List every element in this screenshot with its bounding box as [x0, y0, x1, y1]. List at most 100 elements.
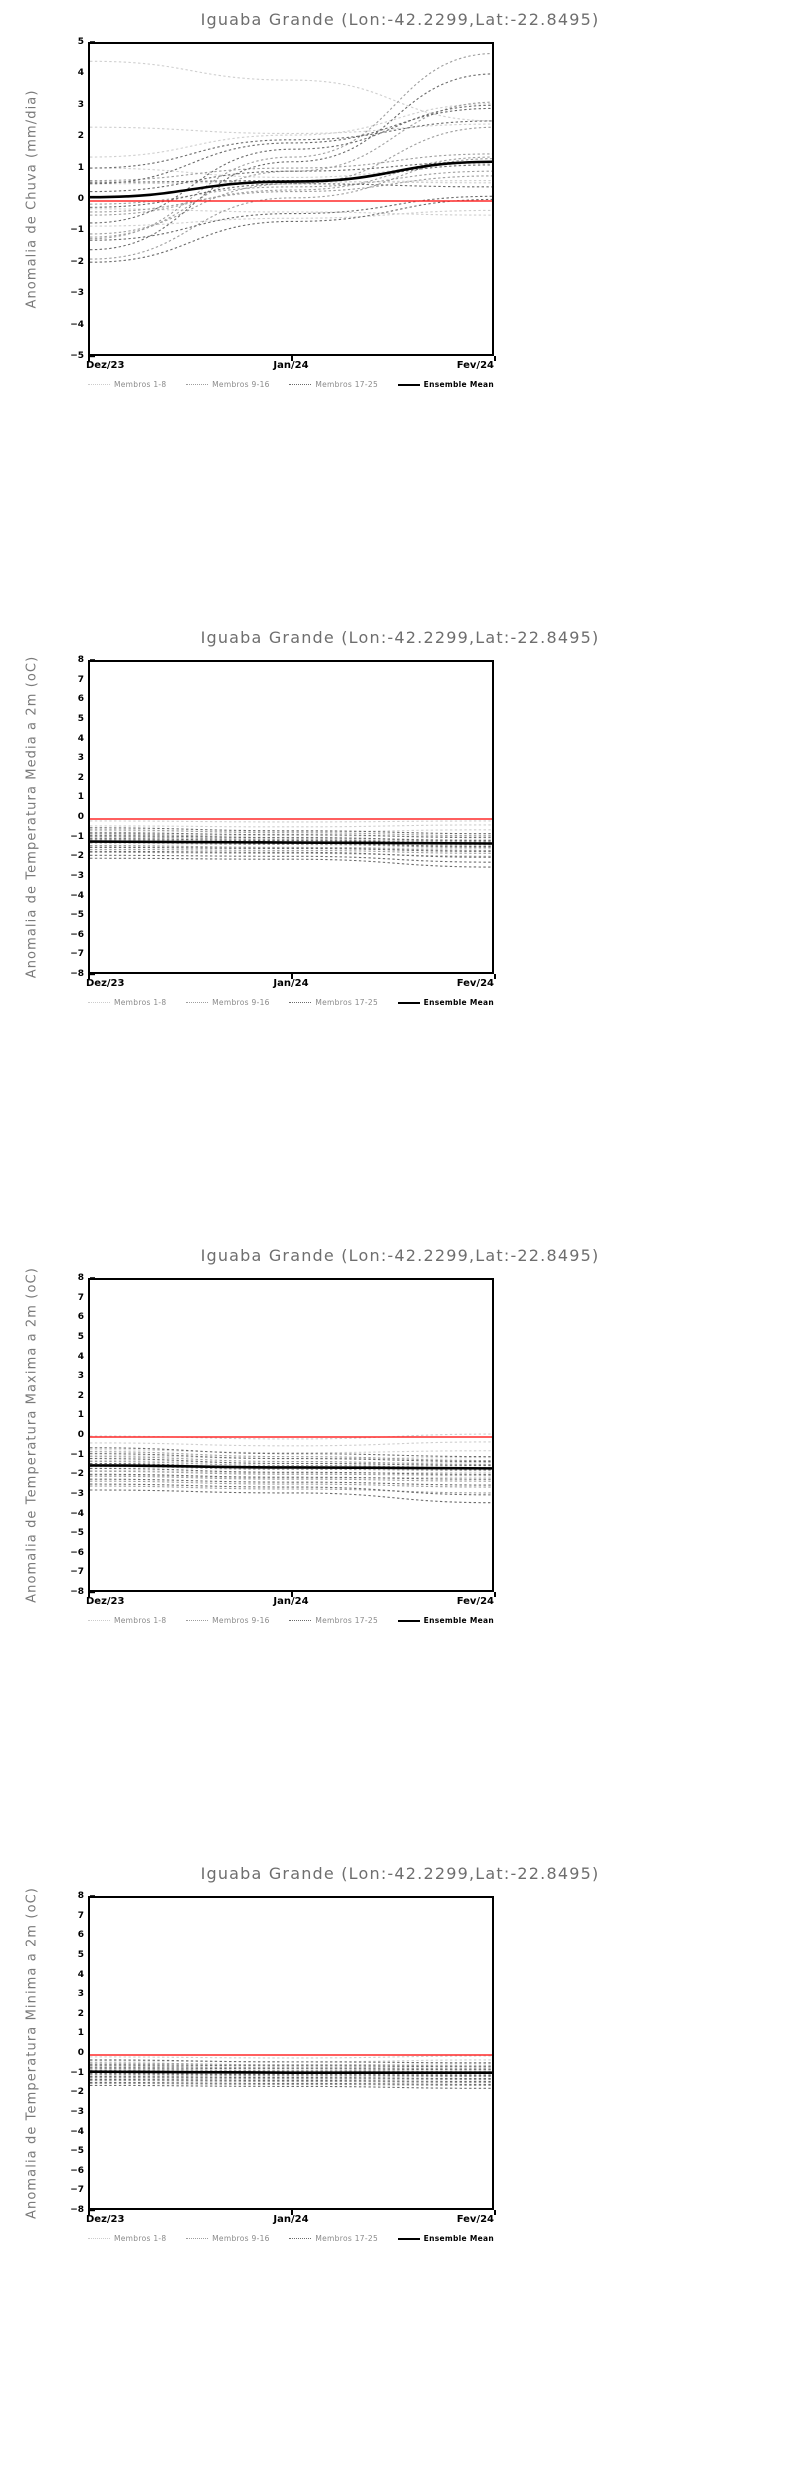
member-line [90, 170, 492, 205]
x-axis-tick-label: Dez/23 [86, 360, 125, 371]
legend-item[interactable]: Ensemble Mean [397, 380, 494, 389]
member-line [90, 848, 492, 854]
x-axis-tick-label: Jan/24 [273, 1596, 309, 1607]
member-line [90, 2068, 492, 2073]
y-axis-tick-label: 3 [77, 99, 84, 110]
y-axis-tick-label: 6 [77, 1312, 84, 1323]
member-line [90, 161, 492, 193]
legend-label: Membros 17-25 [315, 1616, 379, 1625]
legend-label: Ensemble Mean [423, 380, 494, 389]
y-axis-tick-label: −4 [70, 319, 84, 330]
legend-swatch-ensemble-mean [397, 1619, 420, 1622]
x-axis-tick-mark [494, 1592, 496, 1597]
member-line [90, 829, 492, 833]
x-axis-tick-mark [494, 974, 496, 979]
y-axis-tick-label: −1 [70, 1449, 84, 1460]
y-axis-tick-label: −7 [70, 1567, 84, 1578]
member-line [90, 851, 492, 857]
legend-item[interactable]: Membros 9-16 [186, 380, 270, 389]
member-line [90, 1467, 492, 1475]
member-line [90, 838, 492, 845]
x-axis-tick-label: Jan/24 [273, 360, 309, 371]
legend-item[interactable]: Membros 1-8 [88, 380, 167, 389]
member-line [90, 73, 492, 251]
member-line [90, 1441, 492, 1447]
member-line [90, 1465, 492, 1471]
y-axis-tick-label: −4 [70, 2126, 84, 2137]
y-axis-tick-label: 0 [77, 2048, 84, 2058]
member-line [90, 120, 492, 169]
y-axis-tick-label: −8 [70, 2205, 84, 2215]
y-axis-tick-label: 1 [77, 1410, 84, 1421]
member-line [90, 104, 492, 224]
member-line [90, 1451, 492, 1462]
legend-swatch-members [88, 1620, 110, 1621]
legend-item[interactable]: Membros 17-25 [289, 1616, 378, 1625]
plot-lines [90, 53, 492, 263]
y-axis-tick-label: −5 [70, 351, 84, 361]
legend-item[interactable]: Membros 17-25 [289, 380, 378, 389]
member-line [90, 1460, 492, 1468]
y-axis-tick-label: 3 [77, 1371, 84, 1382]
legend-label: Membros 17-25 [315, 380, 379, 389]
member-line [90, 209, 492, 227]
member-line [90, 2055, 492, 2059]
legend-item[interactable]: Membros 17-25 [289, 998, 378, 1007]
x-axis-tick-mark [88, 2210, 90, 2215]
y-axis-tick-label: 0 [77, 1430, 84, 1440]
y-axis-tick-label: −4 [70, 890, 84, 901]
legend-label: Membros 1-8 [114, 380, 167, 389]
x-axis-tick-label: Dez/23 [86, 1596, 125, 1607]
y-axis-label: Anomalia de Temperatura Media a 2m (oC) [24, 655, 40, 979]
chart-title: Iguaba Grande (Lon:-42.2299,Lat:-22.8495… [200, 10, 600, 29]
member-line [90, 834, 492, 838]
y-axis-tick-label: −7 [70, 949, 84, 960]
member-line [90, 164, 492, 183]
plot-lines [90, 1433, 492, 1504]
legend-item[interactable]: Membros 9-16 [186, 998, 270, 1007]
y-axis-tick-label: −6 [70, 929, 84, 940]
legend-item[interactable]: Membros 1-8 [88, 998, 167, 1007]
y-axis-tick-label: 0 [77, 194, 84, 204]
legend-swatch-members [186, 1002, 209, 1003]
x-axis-tick-label: Fev/24 [456, 978, 494, 989]
y-axis-tick-label: −1 [70, 2067, 84, 2078]
member-line [90, 2074, 492, 2078]
legend-swatch-ensemble-mean [397, 1001, 420, 1004]
x-axis-tick-label: Fev/24 [456, 1596, 494, 1607]
legend-item[interactable]: Membros 17-25 [289, 2234, 378, 2243]
plot-inner [90, 1280, 492, 1590]
legend-item[interactable]: Membros 1-8 [88, 1616, 167, 1625]
member-line [90, 195, 492, 241]
legend-swatch-members [289, 1002, 312, 1003]
member-line [90, 103, 492, 158]
plot-area [88, 660, 494, 974]
legend-label: Membros 9-16 [212, 1616, 270, 1625]
legend-item[interactable]: Ensemble Mean [397, 1616, 494, 1625]
legend-label: Membros 17-25 [315, 2234, 379, 2243]
ensemble-mean-line [90, 160, 492, 199]
chart-legend: Membros 1-8 Membros 9-16 Membros 17-25 Ense… [88, 1616, 494, 1625]
y-axis-label: Anomalia de Temperatura Maxima a 2m (oC) [24, 1267, 40, 1603]
member-line [90, 1453, 492, 1463]
member-line [90, 1475, 492, 1482]
y-axis-tick-label: −1 [70, 831, 84, 842]
y-axis-tick-label: −5 [70, 910, 84, 921]
legend-label: Membros 1-8 [114, 998, 167, 1007]
y-axis-tick-label: 2 [77, 2008, 84, 2019]
member-line [90, 53, 492, 240]
y-axis-tick-label: 5 [77, 1331, 84, 1342]
legend-label: Ensemble Mean [423, 2234, 494, 2243]
legend-item[interactable]: Membros 1-8 [88, 2234, 167, 2243]
plot-area [88, 42, 494, 356]
legend-item[interactable]: Ensemble Mean [397, 2234, 494, 2243]
legend-item[interactable]: Membros 9-16 [186, 2234, 270, 2243]
legend-item[interactable]: Membros 9-16 [186, 1616, 270, 1625]
member-line [90, 1456, 492, 1466]
chart-title: Iguaba Grande (Lon:-42.2299,Lat:-22.8495… [200, 628, 600, 647]
legend-label: Membros 1-8 [114, 1616, 167, 1625]
member-line [90, 820, 492, 823]
x-axis-tick-label: Dez/23 [86, 2214, 125, 2225]
legend-item[interactable]: Ensemble Mean [397, 998, 494, 1007]
